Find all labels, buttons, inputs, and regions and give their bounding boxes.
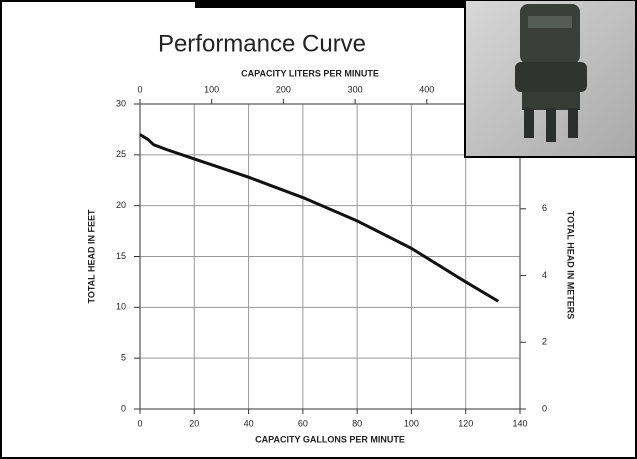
y2-tick-label: 6: [542, 203, 547, 213]
x-tick-label: 100: [404, 418, 419, 428]
x2-axis-label: CAPACITY LITERS PER MINUTE: [241, 68, 379, 78]
chart-title: Performance Curve: [158, 30, 366, 57]
y-tick-label: 30: [116, 98, 126, 108]
y2-axis-label: TOTAL HEAD IN METERS: [566, 211, 576, 320]
x-tick-label: 0: [137, 418, 142, 428]
x2-tick-label: 400: [419, 84, 434, 94]
chart: Performance Curve 0510152025300204060801…: [0, 0, 637, 459]
y-tick-label: 0: [121, 403, 126, 413]
y2-tick-label: 0: [542, 403, 547, 413]
y-tick-label: 10: [116, 302, 126, 312]
x-tick-label: 140: [512, 418, 527, 428]
y2-tick-label: 2: [542, 337, 547, 347]
x-tick-label: 80: [352, 418, 362, 428]
x2-tick-label: 100: [204, 84, 219, 94]
y-tick-label: 15: [116, 251, 126, 261]
x-axis-label: CAPACITY GALLONS PER MINUTE: [255, 434, 405, 444]
x-tick-label: 120: [458, 418, 473, 428]
x2-tick-label: 300: [348, 84, 363, 94]
y-tick-label: 5: [121, 353, 126, 363]
x-tick-label: 20: [189, 418, 199, 428]
y-tick-label: 25: [116, 149, 126, 159]
y-tick-label: 20: [116, 200, 126, 210]
x2-tick-label: 200: [276, 84, 291, 94]
x-tick-label: 60: [298, 418, 308, 428]
x-tick-label: 40: [244, 418, 254, 428]
product-photo: [465, 0, 636, 157]
y-axis-label: TOTAL HEAD IN FEET: [86, 209, 96, 304]
x2-tick-label: 0: [137, 84, 142, 94]
y2-tick-label: 4: [542, 270, 547, 280]
